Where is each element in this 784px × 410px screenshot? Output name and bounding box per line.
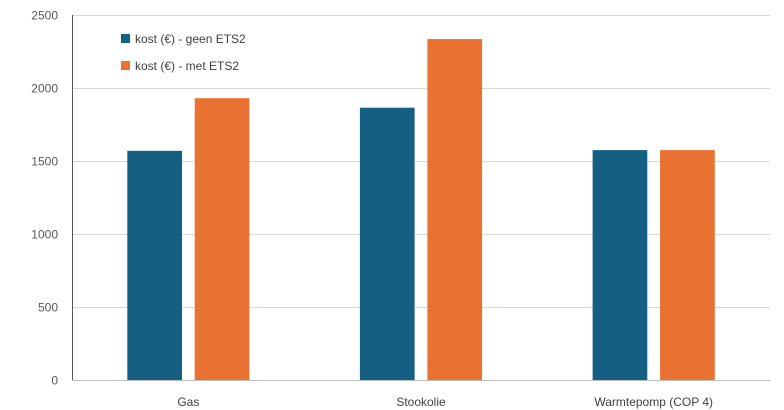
y-axis-tick-labels: 0 500 1000 1500 2000 2500 bbox=[31, 9, 58, 388]
y-tick-label: 1000 bbox=[31, 228, 58, 242]
legend-label-geen-ets2: kost (€) - geen ETS2 bbox=[135, 32, 246, 46]
axes bbox=[72, 15, 770, 381]
y-tick-label: 0 bbox=[51, 374, 58, 388]
y-tick-label: 1500 bbox=[31, 155, 58, 169]
x-category-label: Gas bbox=[177, 395, 199, 409]
bar-stookolie-series-1 bbox=[359, 107, 415, 380]
legend-swatch-geen-ets2 bbox=[121, 34, 130, 43]
x-axis-category-labels: Gas Stookolie Warmtepomp (COP 4) bbox=[177, 395, 713, 409]
legend-label-met-ets2: kost (€) - met ETS2 bbox=[135, 59, 239, 73]
y-tick-label: 2500 bbox=[31, 9, 58, 23]
legend-swatch-met-ets2 bbox=[121, 61, 130, 70]
bar-gas-series-1 bbox=[127, 150, 182, 380]
bar-stookolie-series-2 bbox=[427, 39, 483, 380]
legend: kost (€) - geen ETS2 kost (€) - met ETS2 bbox=[121, 32, 246, 73]
x-category-label: Warmtepomp (COP 4) bbox=[594, 395, 713, 409]
bars bbox=[127, 39, 715, 380]
bar-warmtepomp-cop-4-series-1 bbox=[592, 150, 648, 380]
x-category-label: Stookolie bbox=[396, 395, 446, 409]
y-tick-label: 500 bbox=[38, 301, 58, 315]
bar-warmtepomp-cop-4-series-2 bbox=[660, 150, 715, 380]
gridlines bbox=[72, 15, 770, 308]
bar-gas-series-2 bbox=[194, 98, 250, 380]
y-tick-label: 2000 bbox=[31, 82, 58, 96]
